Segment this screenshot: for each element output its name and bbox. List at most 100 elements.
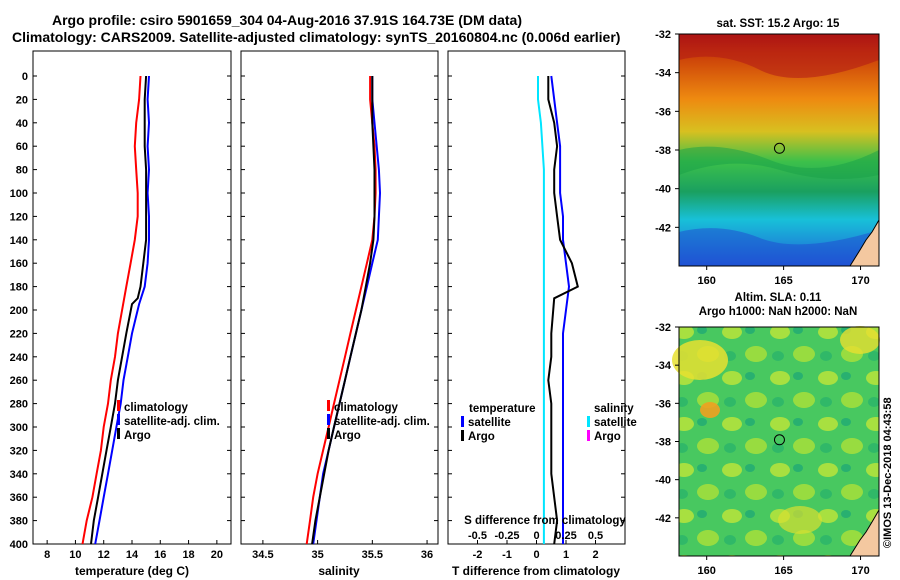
x-tick-label: 10 <box>69 549 81 561</box>
lon-tick-label: 170 <box>851 565 869 577</box>
lat-tick-label: -36 <box>655 398 671 410</box>
depth-tick-label: 320 <box>10 445 28 457</box>
legend-swatch-t-satellite <box>461 416 464 427</box>
series-line-argo <box>90 75 148 544</box>
lon-tick-label: 160 <box>698 565 716 577</box>
x-tick-label: 16 <box>154 549 166 561</box>
legend-s-satellite: satellite <box>594 417 637 429</box>
depth-tick-label: 280 <box>10 399 28 411</box>
salinity-x-axis: 34.5 35 35.5 36 <box>252 540 433 561</box>
depth-tick-label: 180 <box>10 282 28 294</box>
depth-tick-label: 160 <box>10 258 28 270</box>
sla-lon-axis: 160 165 170 <box>698 556 870 577</box>
lat-tick-label: -34 <box>655 68 672 80</box>
x-tick-label: -1 <box>502 549 512 561</box>
depth-tick-label: 60 <box>16 141 28 153</box>
legend-t-argo: Argo <box>468 431 495 443</box>
difference-profiles <box>537 75 579 544</box>
series-line-climatology <box>81 75 142 544</box>
series-line-argo <box>311 76 376 544</box>
sst-lat-axis: -32 -34 -36 -38 -40 -42 <box>655 29 679 234</box>
legend-swatch-argo <box>327 428 330 439</box>
sla-map-title-1: Altim. SLA: 0.11 <box>735 292 823 304</box>
x-tick-label: 18 <box>182 549 194 561</box>
legend-swatch-climatology <box>327 400 330 411</box>
title-line-1: Argo profile: csiro 5901659_304 04-Aug-2… <box>52 12 522 28</box>
temperature-profiles <box>81 75 151 544</box>
x-tick-label: 35.5 <box>362 549 383 561</box>
legend-argo: Argo <box>334 430 361 442</box>
credit-text: ©IMOS 13-Dec-2018 04:43:58 <box>882 397 894 548</box>
x-tick-label: 14 <box>126 549 139 561</box>
temperature-xlabel: temperature (deg C) <box>75 564 189 578</box>
sst-warm-band <box>679 34 879 78</box>
s-diff-tick-label: 0.5 <box>588 530 603 542</box>
sla-high-2 <box>700 402 720 418</box>
sla-high-1 <box>672 340 728 380</box>
depth-tick-label: 360 <box>10 492 28 504</box>
legend-salinity-title: salinity <box>594 403 634 415</box>
legend-climatology: climatology <box>334 402 399 414</box>
sla-high-3 <box>840 326 880 354</box>
sst-map-title: sat. SST: 15.2 Argo: 15 <box>717 18 841 30</box>
sst-lon-axis: 160 165 170 <box>698 266 870 287</box>
legend-climatology: climatology <box>124 402 189 414</box>
legend-swatch-satellite <box>117 414 120 425</box>
lat-tick-label: -38 <box>655 145 671 157</box>
s-diff-tick-label: 0 <box>533 530 539 542</box>
lat-tick-label: -42 <box>655 513 671 525</box>
difference-panel <box>447 50 626 545</box>
depth-tick-label: 0 <box>22 71 28 83</box>
legend-swatch-climatology <box>117 400 120 411</box>
legend-satellite: satellite-adj. clim. <box>334 416 430 428</box>
lat-tick-label: -40 <box>655 475 671 487</box>
title-line-2: Climatology: CARS2009. Satellite-adjuste… <box>12 29 620 45</box>
temperature-x-axis: 8 10 12 14 16 18 20 <box>44 540 223 561</box>
s-diff-tick-label: 0.25 <box>555 530 576 542</box>
legend-argo: Argo <box>124 430 151 442</box>
depth-tick-label: 20 <box>16 94 28 106</box>
x-tick-label: 1 <box>563 549 569 561</box>
sst-green-band <box>679 146 879 179</box>
lat-tick-label: -36 <box>655 106 671 118</box>
difference-legend: temperature satellite Argo salinity sate… <box>461 403 637 443</box>
lat-tick-label: -32 <box>655 29 671 41</box>
x-tick-label: 2 <box>592 549 598 561</box>
salinity-profiles <box>305 76 382 544</box>
sla-argo-marker <box>773 434 785 446</box>
s-diff-tick-label: -0.5 <box>468 530 487 542</box>
depth-tick-label: 200 <box>10 305 28 317</box>
series-line-satellite-adj-clim- <box>94 75 151 544</box>
temperature-panel <box>32 50 232 545</box>
x-tick-label: 36 <box>421 549 433 561</box>
legend-temperature-title: temperature <box>469 403 535 415</box>
s-diff-tick-label: -0.25 <box>494 530 519 542</box>
depth-tick-label: 100 <box>10 188 28 200</box>
series-line-t-satellite <box>550 75 571 544</box>
legend-swatch-t-argo <box>461 430 464 441</box>
series-line-t-argo <box>547 76 579 544</box>
x-tick-label: 12 <box>98 549 110 561</box>
depth-tick-label: 340 <box>10 469 28 481</box>
sst-map <box>678 33 880 267</box>
lon-tick-label: 165 <box>774 275 792 287</box>
x-tick-label: 34.5 <box>252 549 273 561</box>
x-tick-label: 8 <box>44 549 50 561</box>
x-tick-label: 20 <box>211 549 223 561</box>
depth-tick-label: 80 <box>16 165 28 177</box>
lon-tick-label: 170 <box>851 275 869 287</box>
legend-t-satellite: satellite <box>468 417 511 429</box>
depth-tick-label: 400 <box>10 539 28 551</box>
salinity-panel <box>240 50 439 545</box>
depth-tick-label: 380 <box>10 516 28 528</box>
legend-swatch-argo <box>117 428 120 439</box>
depth-tick-label: 240 <box>10 352 28 364</box>
sla-map-title-2: Argo h1000: NaN h2000: NaN <box>699 306 858 318</box>
depth-tick-label: 260 <box>10 375 28 387</box>
lat-tick-label: -38 <box>655 437 671 449</box>
s-difference-label: S difference from climatology <box>464 515 626 527</box>
salinity-legend: climatology satellite-adj. clim. Argo <box>327 400 430 442</box>
series-line-s-satellite <box>537 76 545 544</box>
lon-tick-label: 160 <box>698 275 716 287</box>
sst-cool-band <box>679 228 879 266</box>
